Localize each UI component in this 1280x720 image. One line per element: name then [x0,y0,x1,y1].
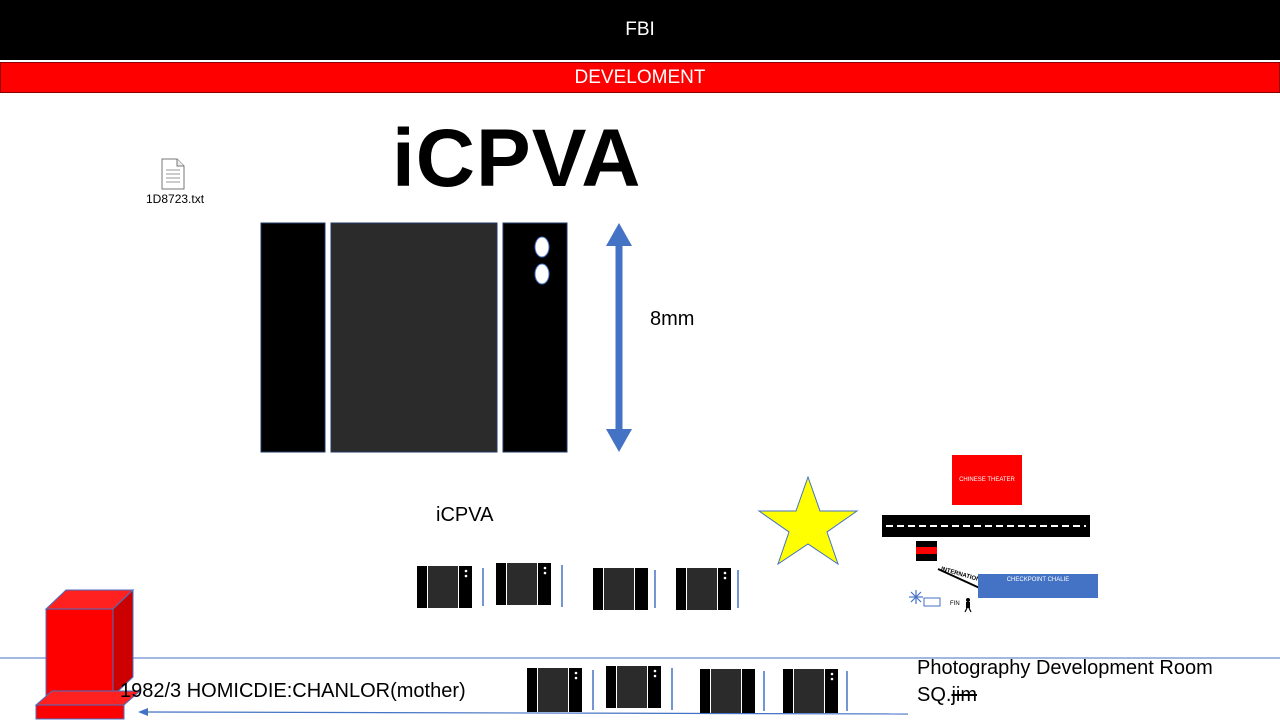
main-title: iCPVA [392,113,642,204]
homicide-caption: 1982/3 HOMICDIE:CHANLOR(mother) [120,680,466,702]
person-icon [964,598,972,613]
film-frame-thumb [496,563,563,607]
film-right-panel [502,222,568,453]
film-frame-diagram [260,222,632,453]
road-strip [882,515,1090,537]
film-center-panel [330,222,498,453]
sprocket-hole [534,236,550,258]
bottom-lines [0,657,1280,716]
film-frame-thumb [417,566,484,608]
room-code: SQ.jim [917,684,977,707]
checkpoint-box: CHECKPOINT CHALIE [978,574,1098,598]
film-frames-row-middle [417,563,739,610]
mini-sign-icon [916,541,937,561]
film-left-panel [260,222,326,453]
film-frame-thumb [606,666,673,710]
star-shape [757,475,859,566]
film-frames-row-bottom [527,666,848,713]
file-name-label[interactable]: 1D8723.txt [146,192,205,206]
room-code-struck: jim [951,684,977,706]
room-title: Photography Development Room [917,657,1213,679]
film-frame-thumb [783,669,848,713]
top-title-bar: FBI [0,0,1280,60]
film-frame-thumb [527,668,594,712]
banner-text: DEVELOMENT [574,66,706,88]
text-file-icon[interactable] [160,158,186,190]
film-frame-thumb [593,568,656,610]
sprocket-hole [534,263,550,285]
fin-label: FIN [950,601,960,607]
red-computer-block [34,588,142,720]
film-frame-thumb [700,669,765,713]
chinese-theater-box: CHINESE THEATER [952,455,1022,505]
room-code-prefix: SQ. [917,684,952,706]
snowflake-logo-icon [909,590,941,607]
dimension-label: 8mm [650,308,695,330]
subtitle-label: iCPVA [436,504,494,526]
development-banner: DEVELOMENT [0,62,1280,93]
double-arrow [606,223,632,452]
header-title: FBI [625,19,655,40]
film-frame-thumb [676,568,739,610]
